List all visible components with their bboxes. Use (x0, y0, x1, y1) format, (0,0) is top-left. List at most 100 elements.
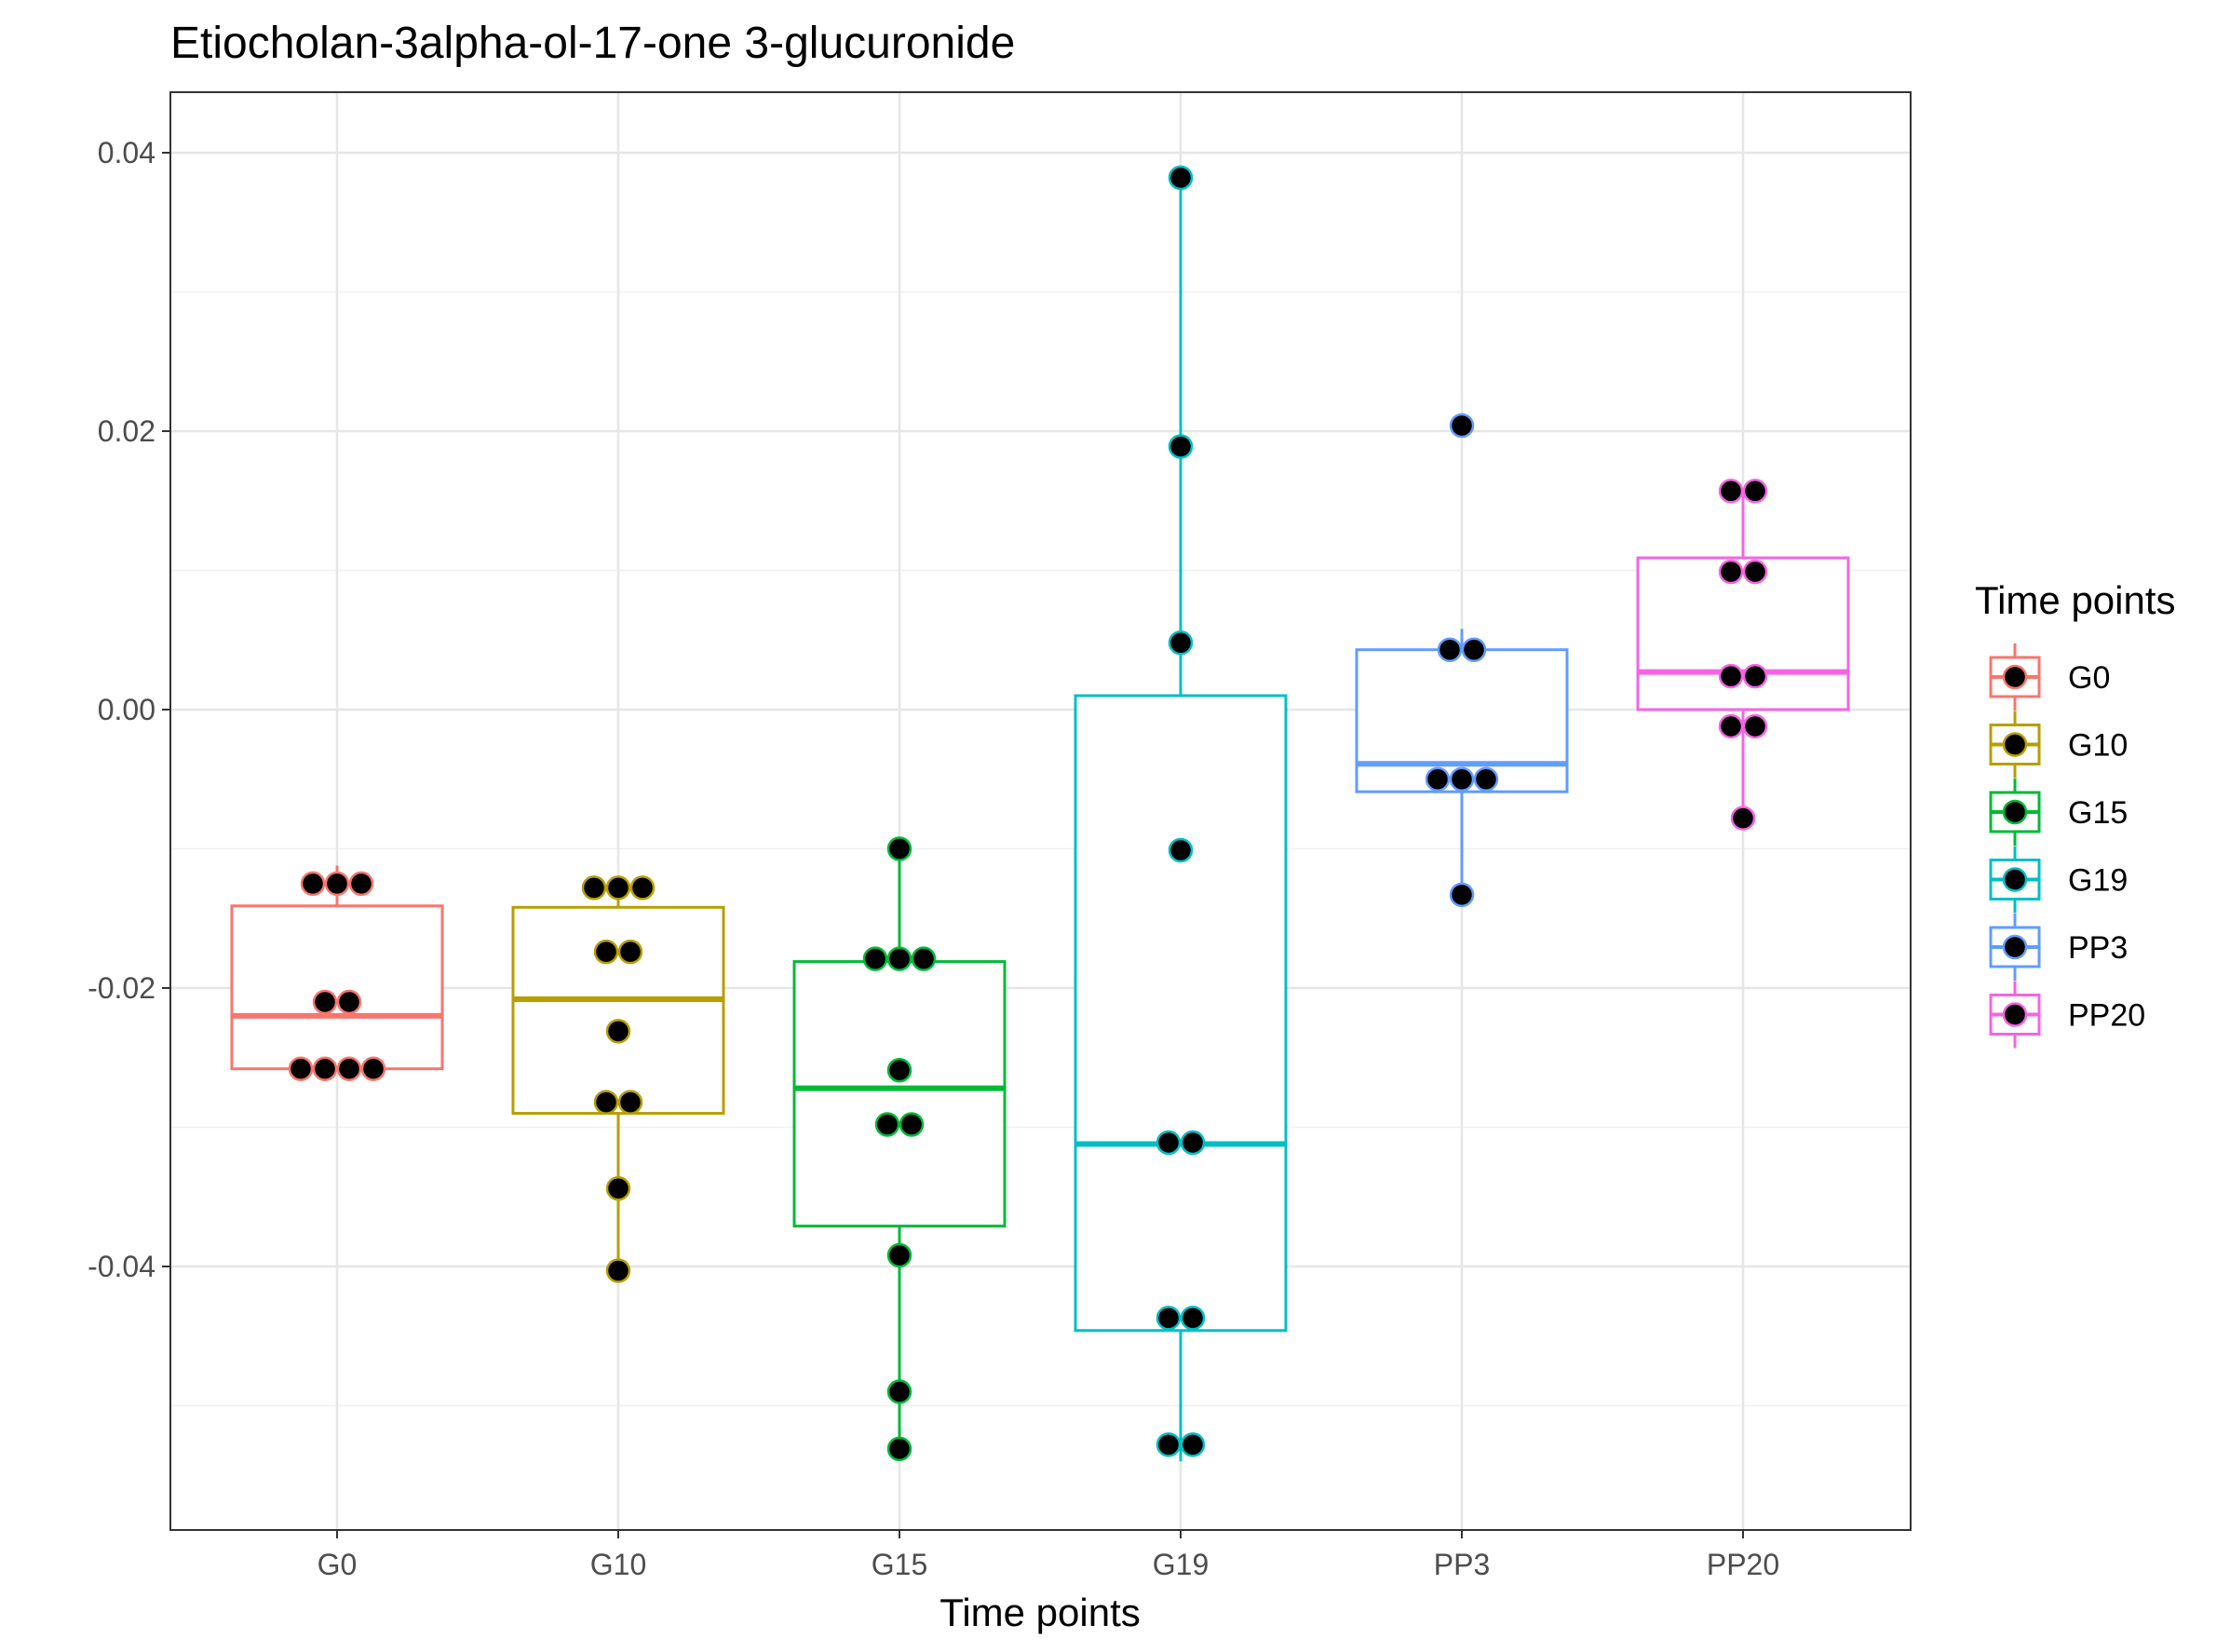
legend-label: G10 (2068, 728, 2128, 764)
legend: Time points G0 G10 G15 G19 PP3 PP20 (1975, 578, 2176, 1049)
data-point (1718, 663, 1744, 689)
y-tick-label: -0.04 (88, 1250, 155, 1283)
data-point (1168, 434, 1194, 459)
legend-dot (2002, 1002, 2028, 1027)
box (1636, 556, 1850, 711)
y-tick-label: 0.04 (98, 136, 155, 169)
series-pp3 (1355, 413, 1569, 908)
data-point (605, 1258, 631, 1283)
legend-dot (2002, 934, 2028, 960)
axes: 0.04 0.02 0.00 -0.02 -0.04 G0 G10 G15 G19 PP3 PP20 (88, 136, 1779, 1581)
box (230, 904, 444, 1071)
data-point (336, 1056, 362, 1081)
data-point (1718, 479, 1744, 504)
legend-dot (2002, 867, 2028, 892)
data-point (605, 1176, 631, 1201)
data-point (874, 1112, 900, 1137)
data-point (581, 875, 607, 900)
legend-key-g19: G19 (1989, 846, 2128, 914)
data-point (1718, 559, 1744, 585)
data-point (1437, 637, 1463, 662)
data-point (911, 946, 937, 971)
legend-label: PP3 (2068, 930, 2128, 966)
data-point (312, 989, 338, 1015)
box (792, 960, 1007, 1228)
data-point (862, 946, 888, 971)
data-point (1156, 1306, 1182, 1331)
y-tick-label: 0.00 (98, 693, 155, 726)
data-point (886, 1436, 912, 1462)
x-tick-label: G10 (590, 1548, 646, 1581)
series-pp20 (1636, 479, 1850, 831)
data-point (1156, 1130, 1182, 1156)
data-point (348, 871, 374, 897)
data-point (1449, 882, 1475, 908)
data-point (886, 1057, 912, 1083)
data-point (593, 1090, 619, 1115)
y-tick-label: 0.02 (98, 414, 155, 448)
x-tick-label: G15 (872, 1548, 927, 1581)
series-layer (230, 165, 1850, 1462)
data-point (300, 871, 326, 897)
data-point (312, 1056, 338, 1081)
x-tick-label: PP20 (1707, 1548, 1779, 1581)
data-point (1742, 559, 1768, 585)
data-point (324, 871, 350, 897)
data-point (1180, 1130, 1206, 1156)
data-point (1168, 630, 1194, 656)
data-point (1742, 663, 1768, 689)
data-point (886, 836, 912, 861)
x-axis-title: Time points (939, 1591, 1141, 1634)
data-point (1180, 1306, 1206, 1331)
data-point (1180, 1432, 1206, 1457)
data-point (1449, 766, 1475, 792)
x-tick-label: PP3 (1434, 1548, 1490, 1581)
x-tick-label: G0 (318, 1548, 358, 1581)
legend-label: G19 (2068, 863, 2128, 899)
chart-title: Etiocholan-3alpha-ol-17-one 3-glucuronid… (170, 19, 1015, 68)
data-point (886, 1242, 912, 1268)
data-point (899, 1112, 925, 1137)
series-g0 (230, 865, 444, 1081)
data-point (336, 989, 362, 1015)
data-point (1742, 713, 1768, 739)
legend-label: G0 (2068, 660, 2110, 696)
data-point (1742, 479, 1768, 504)
data-point (1168, 837, 1194, 863)
data-point (1473, 766, 1499, 792)
legend-label: PP20 (2068, 998, 2145, 1034)
legend-key-g0: G0 (1989, 643, 2110, 711)
legend-key-g10: G10 (1989, 711, 2128, 779)
box (1074, 694, 1288, 1333)
legend-dot (2002, 799, 2028, 825)
data-point (886, 1379, 912, 1404)
data-point (617, 1090, 643, 1115)
legend-label: G15 (2068, 795, 2128, 831)
data-point (1425, 766, 1451, 792)
legend-items: G0 G10 G15 G19 PP3 PP20 (1989, 643, 2145, 1049)
legend-dot (2002, 664, 2028, 690)
data-point (629, 875, 655, 900)
data-point (1168, 165, 1194, 191)
series-g15 (792, 836, 1007, 1462)
data-point (1156, 1432, 1182, 1457)
series-g10 (511, 875, 725, 1283)
data-point (605, 875, 631, 900)
legend-key-pp3: PP3 (1989, 914, 2128, 981)
panel-border (169, 91, 1912, 1531)
y-tick-label: -0.02 (88, 971, 155, 1005)
legend-key-g15: G15 (1989, 779, 2128, 846)
data-point (886, 946, 912, 971)
legend-title: Time points (1975, 578, 2176, 622)
data-point (288, 1056, 314, 1081)
legend-dot (2002, 732, 2028, 757)
box (511, 905, 725, 1116)
data-point (1461, 637, 1487, 662)
data-point (617, 939, 643, 965)
data-point (1449, 413, 1475, 439)
data-point (1730, 806, 1756, 831)
series-g19 (1074, 165, 1288, 1462)
legend-key-pp20: PP20 (1989, 981, 2145, 1049)
data-point (360, 1056, 386, 1081)
